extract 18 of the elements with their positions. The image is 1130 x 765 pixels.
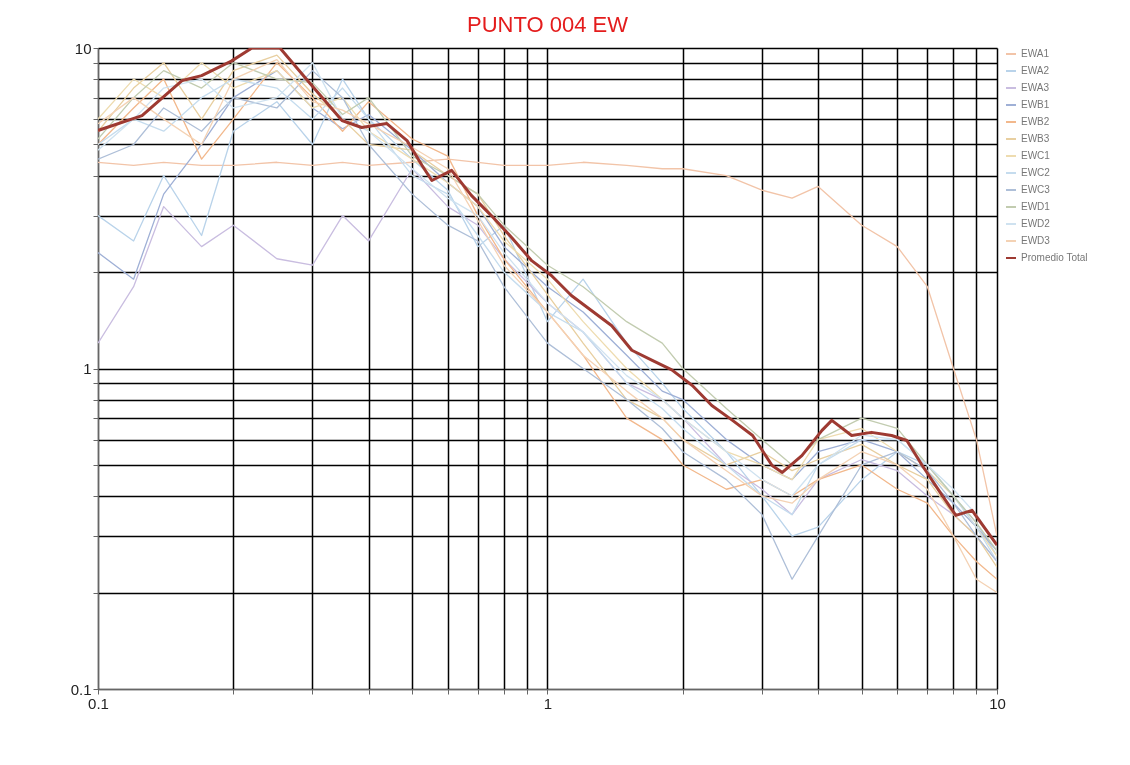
legend-label: EWB3 — [1021, 133, 1050, 144]
chart-title: PUNTO 004 EW — [467, 12, 629, 37]
y-tick-label: 1 — [83, 360, 92, 377]
legend-label: EWB2 — [1021, 116, 1050, 127]
legend-label: EWD2 — [1021, 218, 1051, 229]
legend-label: EWA3 — [1021, 82, 1050, 93]
legend-label: EWC1 — [1021, 150, 1051, 161]
legend-label: EWC2 — [1021, 167, 1051, 178]
legend-label: Promedio Total — [1021, 252, 1088, 263]
legend-label: EWB1 — [1021, 99, 1050, 110]
legend-label: EWC3 — [1021, 184, 1051, 195]
legend-label: EWD1 — [1021, 201, 1051, 212]
y-tick-label: 10 — [74, 39, 92, 57]
legend-label: EWD3 — [1021, 235, 1051, 246]
x-tick-label: 10 — [989, 694, 1006, 712]
legend-label: EWA1 — [1021, 48, 1050, 59]
legend-label: EWA2 — [1021, 65, 1050, 76]
x-tick-label: 1 — [543, 694, 553, 712]
